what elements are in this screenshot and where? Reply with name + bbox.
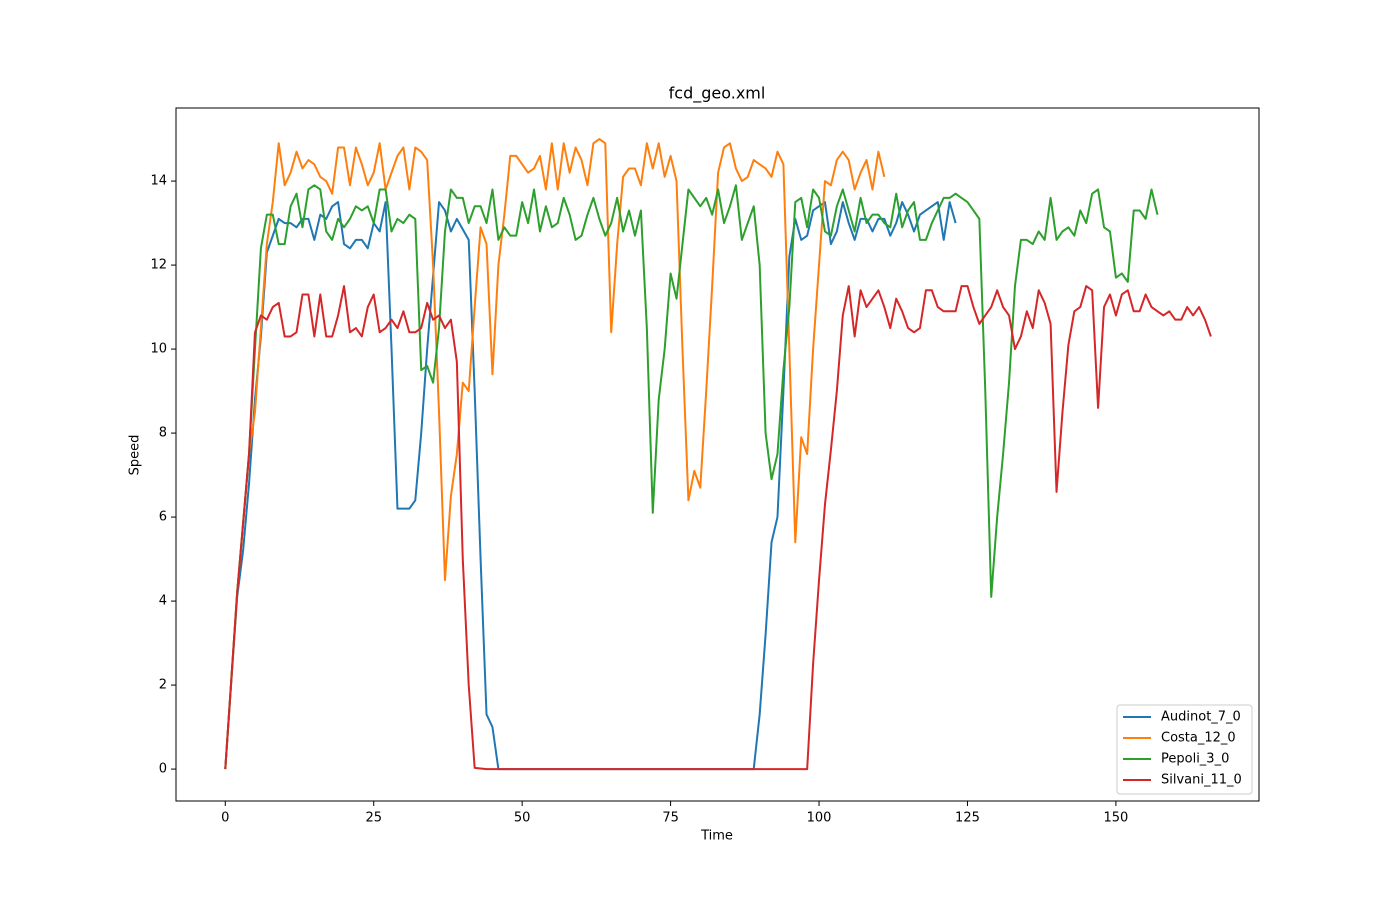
x-tick-label: 0 (221, 811, 229, 826)
x-tick-label: 50 (514, 811, 531, 826)
plot-frame (175, 107, 1260, 802)
series-line (224, 285, 1212, 771)
x-tick-label: 25 (365, 811, 382, 826)
x-tick-label: 100 (807, 811, 832, 826)
legend-box (1116, 704, 1253, 795)
x-tick-label: 75 (662, 811, 679, 826)
y-tick-label: 10 (150, 342, 167, 357)
y-tick-label: 4 (159, 594, 167, 609)
y-tick-label: 2 (159, 678, 167, 693)
y-tick-label: 8 (159, 426, 167, 441)
y-tick-label: 12 (150, 258, 167, 273)
y-tick-label: 14 (150, 174, 167, 189)
series-line (224, 184, 1159, 770)
y-tick-label: 6 (159, 510, 167, 525)
chart-title: fcd_geo.xml (669, 84, 766, 104)
series-line (224, 201, 957, 771)
x-tick-label: 150 (1103, 811, 1128, 826)
legend-label: Costa_12_0 (1161, 731, 1236, 746)
legend-label: Audinot_7_0 (1161, 710, 1241, 725)
legend: Audinot_7_0 Costa_12_0 Pepoli_3_0 Silvani_1… (1116, 704, 1253, 795)
y-axis-label: Speed (128, 435, 143, 476)
legend-label: Silvani_11_0 (1161, 773, 1242, 788)
x-axis-label: Time (700, 829, 733, 844)
legend-label: Pepoli_3_0 (1161, 752, 1229, 767)
y-tick-label: 0 (159, 762, 167, 777)
x-tick-label: 125 (955, 811, 980, 826)
series-line (224, 138, 886, 770)
